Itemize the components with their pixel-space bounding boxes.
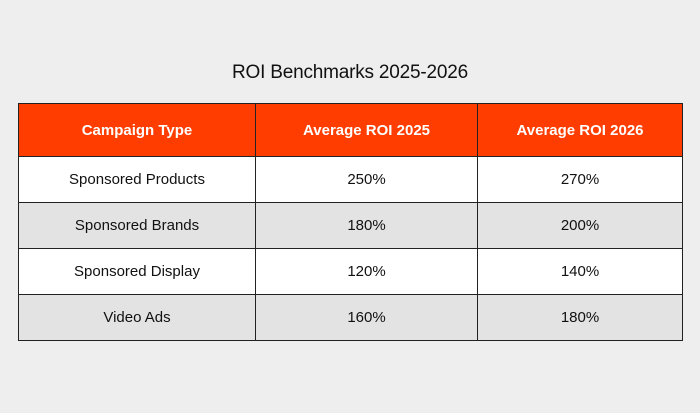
cell-campaign-type: Sponsored Products — [18, 156, 256, 203]
cell-roi-2025: 250% — [255, 156, 478, 203]
table-row: Sponsored Display 120% 140% — [18, 248, 683, 295]
cell-roi-2025: 180% — [255, 202, 478, 249]
table-title: ROI Benchmarks 2025-2026 — [232, 62, 468, 83]
cell-roi-2025: 160% — [255, 294, 478, 341]
cell-roi-2026: 270% — [477, 156, 683, 203]
column-header-campaign-type: Campaign Type — [18, 103, 256, 157]
table-row: Video Ads 160% 180% — [18, 294, 683, 341]
cell-campaign-type: Sponsored Brands — [18, 202, 256, 249]
cell-roi-2026: 140% — [477, 248, 683, 295]
column-header-roi-2026: Average ROI 2026 — [477, 103, 683, 157]
cell-roi-2025: 120% — [255, 248, 478, 295]
header-row: Campaign Type Average ROI 2025 Average R… — [18, 103, 683, 157]
roi-table: Campaign Type Average ROI 2025 Average R… — [18, 103, 683, 341]
cell-roi-2026: 180% — [477, 294, 683, 341]
table-row: Sponsored Products 250% 270% — [18, 156, 683, 203]
cell-roi-2026: 200% — [477, 202, 683, 249]
column-header-roi-2025: Average ROI 2025 — [255, 103, 478, 157]
cell-campaign-type: Sponsored Display — [18, 248, 256, 295]
table-row: Sponsored Brands 180% 200% — [18, 202, 683, 249]
cell-campaign-type: Video Ads — [18, 294, 256, 341]
